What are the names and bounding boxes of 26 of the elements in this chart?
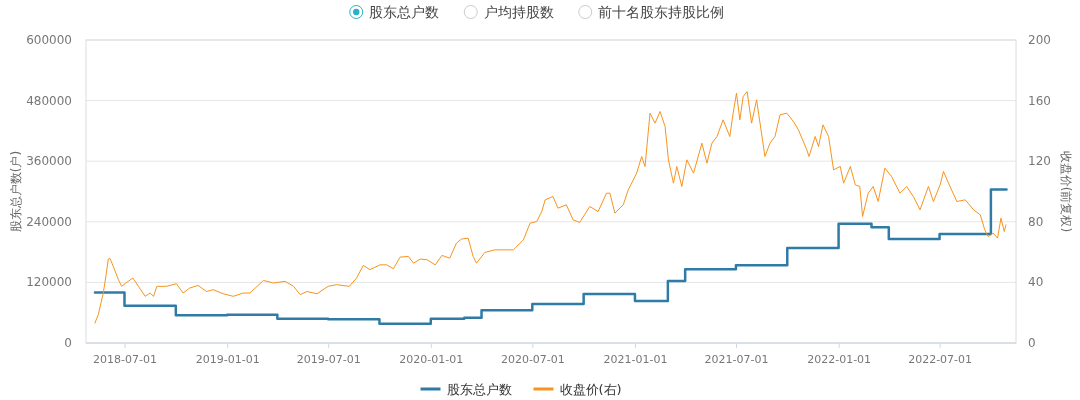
x-tick-label: 2019-01-01 — [195, 353, 260, 366]
y-tick-label: 0 — [64, 336, 72, 350]
x-tick-label: 2020-07-01 — [500, 353, 565, 366]
y2-axis-title: 收盘价(前复权) — [1059, 150, 1073, 233]
x-tick-label: 2018-07-01 — [93, 353, 158, 366]
y-axis-title: 股东总户数(户) — [9, 150, 23, 233]
legend-label: 收盘价(右) — [559, 382, 622, 397]
y2-tick-label: 40 — [1028, 275, 1044, 290]
x-tick-label: 2019-07-01 — [296, 353, 361, 366]
y-tick-label: 600000 — [26, 33, 72, 47]
y2-tick-label: 0 — [1028, 336, 1036, 350]
y2-tick-label: 120 — [1028, 154, 1051, 169]
options: 股东总户数 户均持股数 前十名股东持股比例 — [349, 4, 725, 20]
y-tick-label: 240000 — [26, 214, 72, 229]
legend-label: 股东总户数 — [446, 382, 512, 397]
y-tick-label: 120000 — [26, 275, 72, 290]
y2-tick-label: 80 — [1028, 214, 1044, 229]
y2-tick-label: 200 — [1028, 33, 1051, 47]
x-tick-label: 2021-07-01 — [704, 353, 769, 366]
x-tick-label: 2022-01-01 — [807, 353, 872, 366]
y2-tick-label: 160 — [1028, 93, 1051, 108]
y-tick-label: 480000 — [26, 93, 72, 108]
x-tick-label: 2021-01-01 — [603, 353, 668, 366]
y-tick-label: 360000 — [26, 154, 72, 169]
x-tick-label: 2020-01-01 — [399, 353, 464, 366]
x-tick-label: 2022-07-01 — [908, 353, 973, 366]
